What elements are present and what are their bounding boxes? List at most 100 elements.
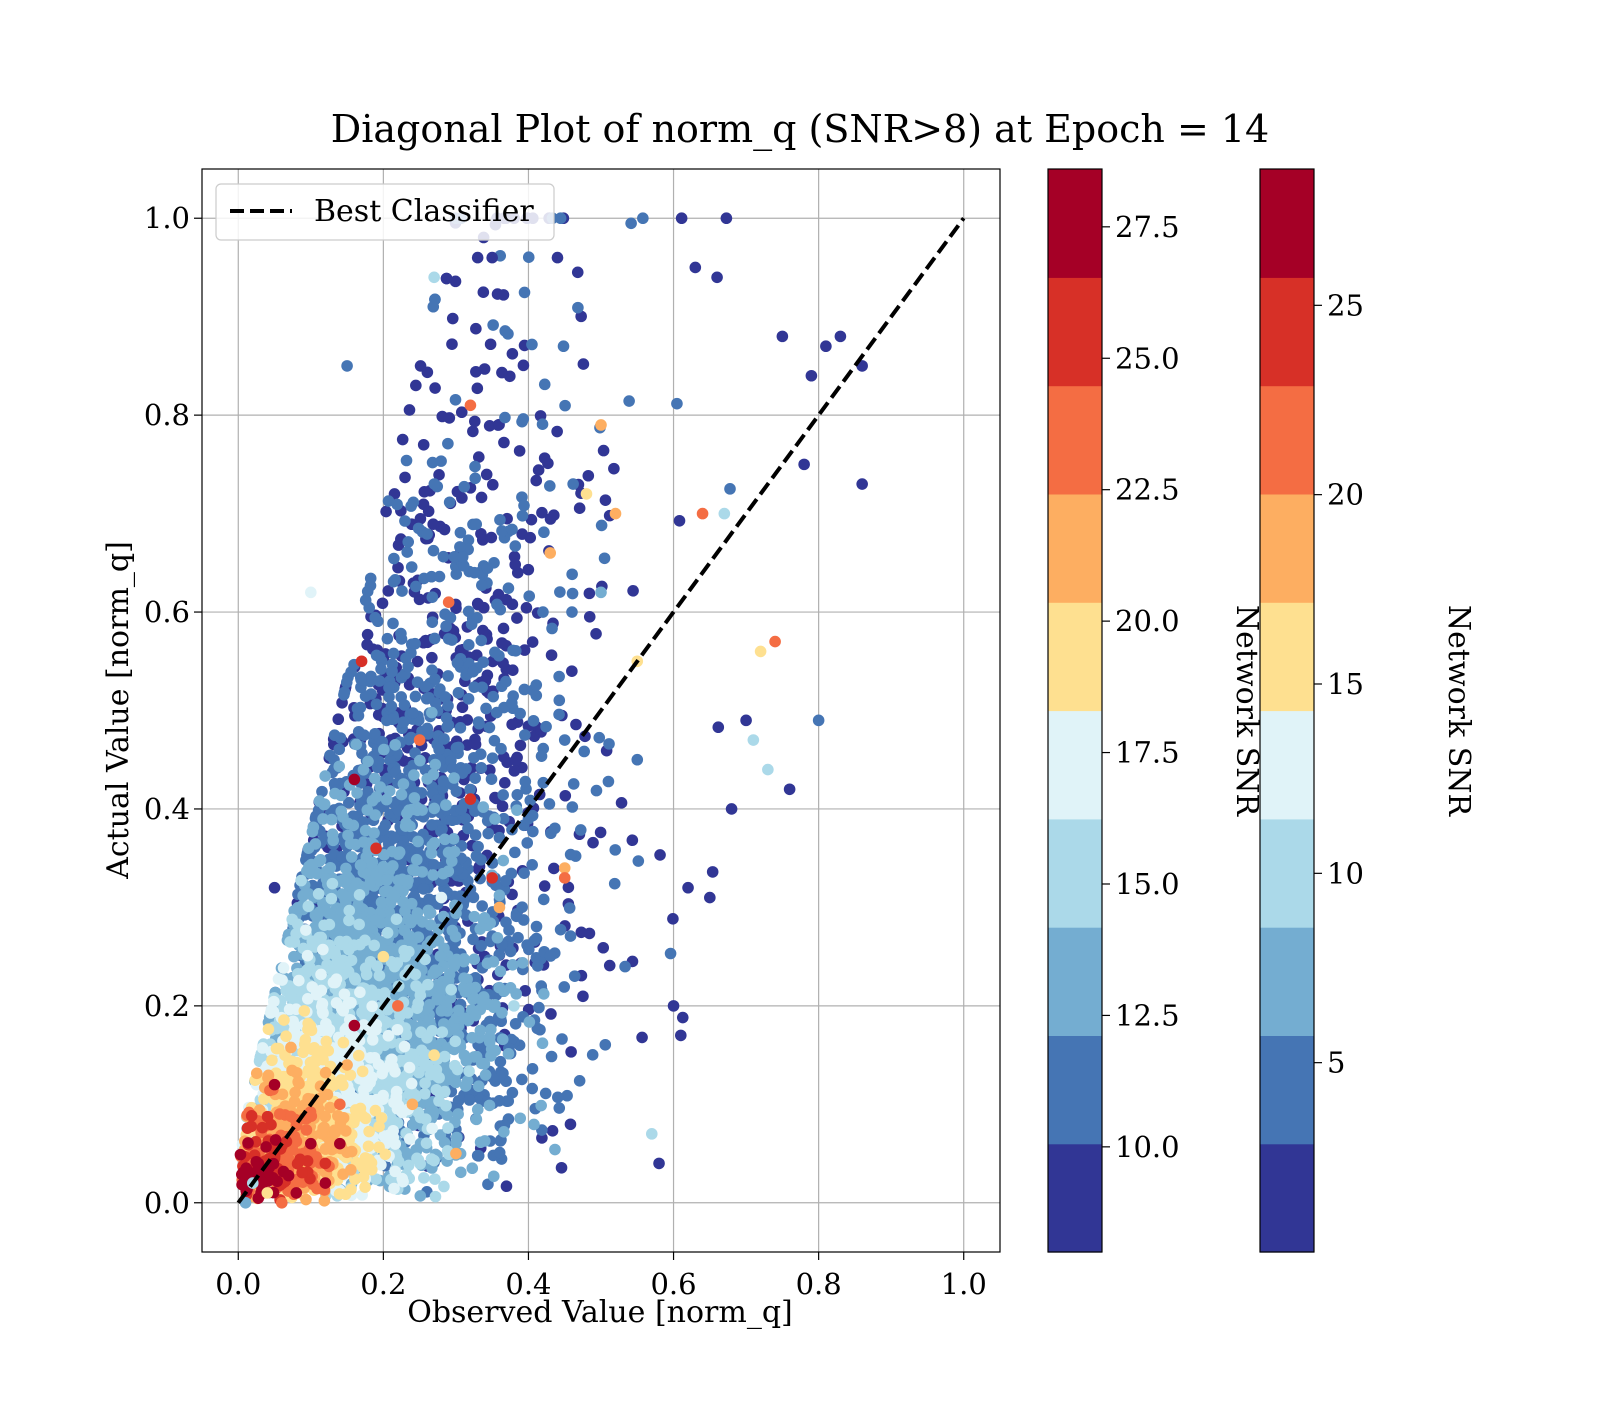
scatter-point [435,950,447,962]
scatter-point [575,824,587,836]
scatter-point [362,629,374,641]
scatter-point [538,894,550,906]
scatter-point [565,849,577,861]
scatter-point [325,862,337,874]
scatter-point [524,1016,536,1028]
scatter-point [442,670,454,682]
scatter-point [445,984,457,996]
scatter-point [514,1112,526,1124]
scatter-point [464,1094,476,1106]
scatter-point [603,738,615,750]
scatter-point [551,426,563,438]
scatter-point [487,319,499,331]
scatter-point [370,1105,382,1117]
scatter-point [565,1046,577,1058]
scatter-point [388,553,400,565]
scatter-point [577,990,589,1002]
scatter-point [334,936,346,948]
scatter-point [433,744,445,756]
scatter-point [553,1102,565,1114]
scatter-point [293,975,305,987]
scatter-point [584,611,596,623]
scatter-point [340,863,352,875]
scatter-point [516,1074,528,1086]
scatter-point [517,510,529,522]
scatter-point [507,599,519,611]
scatter-point [528,1119,540,1131]
scatter-point [334,960,346,972]
scatter-point [466,1032,478,1044]
scatter-point [555,924,567,936]
scatter-point [503,582,515,594]
scatter-point [609,844,621,856]
scatter-point [721,212,733,224]
scatter-point [306,859,318,871]
scatter-point [289,936,301,948]
scatter-point [609,878,621,890]
scatter-point [350,974,362,986]
scatter-point [459,1050,471,1062]
scatter-point [412,836,424,848]
scatter-point [470,1010,482,1022]
scatter-point [334,923,346,935]
scatter-point [389,739,401,751]
scatter-point [404,404,416,416]
scatter-point [388,1097,400,1109]
scatter-point [479,912,491,924]
scatter-point [519,287,531,299]
scatter-point [514,445,526,457]
scatter-point [600,494,612,506]
scatter-point [477,801,489,813]
scatter-point [498,437,510,449]
scatter-point [399,472,411,484]
scatter-point [381,874,393,886]
scatter-point [372,989,384,1001]
scatter-point [391,499,403,511]
scatter-point [387,618,399,630]
scatter-point [329,1127,341,1139]
scatter-point [376,1068,388,1080]
scatter-point [472,1104,484,1116]
scatter-point [468,954,480,966]
scatter-point [567,478,579,490]
scatter-point [627,585,639,597]
scatter-point [428,803,440,815]
scatter-point [458,956,470,968]
scatter-point [476,762,488,774]
scatter-point [555,212,567,224]
scatter-point [446,634,458,646]
scatter-point [558,340,570,352]
scatter-point [313,888,325,900]
scatter-point [402,536,414,548]
scatter-point [401,546,413,558]
scatter-point [494,890,506,902]
scatter-point [553,709,565,721]
scatter-point [546,623,558,635]
scatter-point [439,834,451,846]
scatter-point [300,1194,312,1206]
scatter-point [519,729,531,741]
scatter-point [327,878,339,890]
scatter-point [268,996,280,1008]
scatter-point [519,684,531,696]
scatter-point [507,664,519,676]
scatter-point [400,820,412,832]
scatter-point [397,434,409,446]
scatter-point [453,687,465,699]
scatter-point [414,755,426,767]
scatter-point [482,828,494,840]
scatter-point [342,818,354,830]
scatter-point [327,828,339,840]
scatter-point [623,395,635,407]
scatter-point [306,1025,318,1037]
scatter-point [498,623,510,635]
scatter-point [355,859,367,871]
scatter-point [429,382,441,394]
scatter-point [382,927,394,939]
scatter-point [462,823,474,835]
scatter-point [538,526,550,538]
scatter-point [472,383,484,395]
scatter-point [537,1037,549,1049]
scatter-point [436,1026,448,1038]
